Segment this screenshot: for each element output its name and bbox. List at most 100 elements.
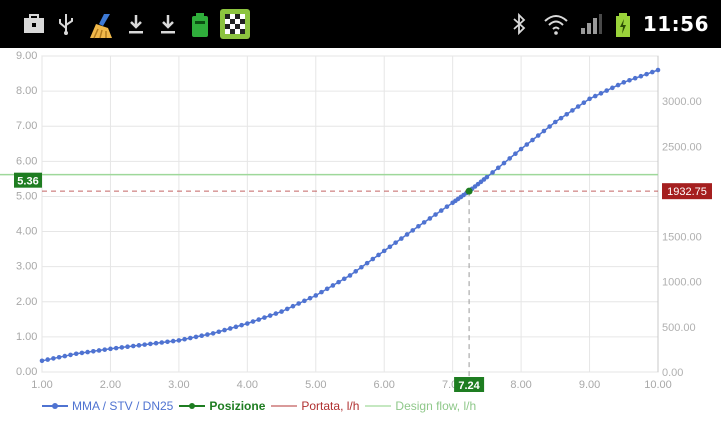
series-point [587,96,592,102]
download-icon [156,12,180,36]
series-point [222,327,227,333]
series-point [279,309,284,314]
y-left-tick-label: 7.00 [16,120,37,132]
y-marker-label: 5.36 [17,176,38,188]
series-point [341,276,347,282]
y-left-tick-label: 6.00 [16,155,37,167]
series-point [193,334,199,340]
series-point [444,204,450,209]
x-tick-label: 10.00 [644,379,672,391]
series-point [39,358,45,364]
status-bar: 11:56 [0,0,721,48]
series-point [387,244,393,250]
series-point [170,338,176,344]
series-point [182,336,187,342]
series-point [484,174,490,180]
series-point [136,343,142,348]
clock-time: 11:56 [642,12,709,36]
x-tick-label: 3.00 [168,379,189,391]
legend-label-position: Posizione [209,399,266,413]
series-point [108,346,113,352]
x-tick-label: 4.00 [237,379,258,391]
series-point [359,264,364,270]
y-right-tick-label: 1500.00 [662,232,702,244]
series-point [307,295,313,301]
download-icon [124,12,148,36]
series-point [575,104,581,109]
series-point [313,293,319,298]
series-point [530,137,535,143]
y-left-tick-label: 8.00 [16,85,37,97]
y-right-tick-label: 1000.00 [662,277,702,289]
plot-background [41,55,659,373]
series-point [199,333,205,339]
valve-curve-chart: 1.00 2.00 3.00 4.00 5.00 6.00 7.00 8.00 9.00 10.0… [0,50,712,392]
series-point [210,331,216,336]
series-point [564,111,570,117]
series-point [296,301,301,306]
legend-label-design-flow: Design flow, l/h [395,399,477,413]
series-point [165,339,170,345]
series-point [524,142,530,147]
series-point [347,273,353,278]
cleaner-broom-icon [86,12,116,39]
series-point [581,100,587,105]
series-point [410,228,416,233]
y-marker-badge [14,172,42,188]
usb-icon [54,12,78,36]
portata-badge [662,183,712,200]
series-point [490,170,495,175]
series-point [570,108,575,113]
series-point [507,156,513,161]
series-point [518,146,524,152]
series-point [433,212,438,217]
series-point [233,324,239,330]
series-point [148,341,153,347]
series-point [85,349,90,355]
series-point [91,348,96,354]
wifi-icon [543,12,568,36]
series-point [273,311,279,316]
series-point [655,67,661,73]
y-right-tick-label: 0.00 [662,367,683,379]
series-point [187,335,193,341]
series-point [621,80,627,85]
series-point [644,71,649,77]
series-point [302,298,307,304]
series-point [319,289,324,295]
series-point [56,354,62,360]
x-tick-label: 9.00 [579,379,600,391]
x-tick-label: 8.00 [510,379,531,391]
y-left-tick-label: 4.00 [16,226,37,238]
system-icons: 11:56 [507,9,709,39]
y-left-tick-label: 9.00 [16,50,37,62]
series-point [353,269,359,274]
series-point [495,165,501,171]
series-point [535,133,541,138]
series-point [330,283,336,288]
legend-swatch-design-flow [365,405,392,407]
notification-icons [22,9,250,39]
series-point [205,332,210,337]
series-point [324,286,330,292]
y-left-tick-label: 2.00 [16,296,37,308]
series-point [610,85,615,91]
y-left-tick-label: 3.00 [16,261,37,273]
y-left-tick-label: 1.00 [16,331,37,343]
series-point [68,352,73,358]
series-point [336,279,341,285]
y-right-tick-label: 3000.00 [662,96,702,108]
series-point [381,248,387,254]
series-point [598,91,604,96]
series-point [96,348,102,353]
series-point [73,351,79,357]
series-point [290,303,296,309]
y-left-tick-label: 0.00 [16,366,37,378]
series-point [632,75,638,81]
x-tick-label: 5.00 [305,379,326,391]
series-point [427,216,433,221]
series-point [627,77,632,83]
legend-item-position: Posizione [179,399,265,413]
series-point [227,326,233,331]
series-point [399,236,404,241]
